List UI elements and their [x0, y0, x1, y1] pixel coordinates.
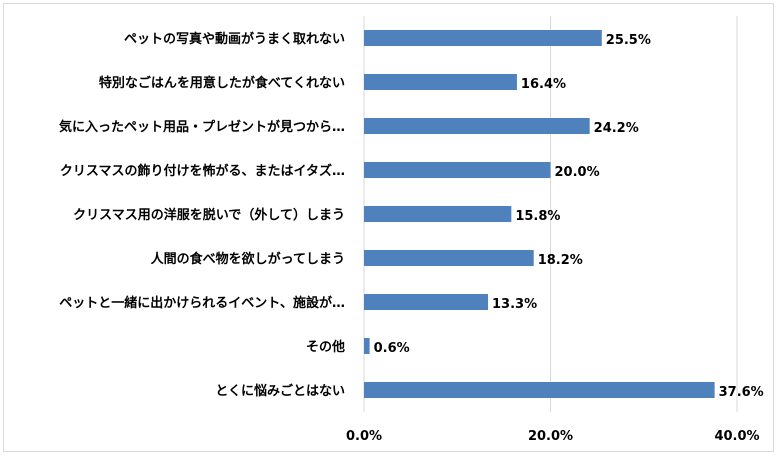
category-label: ペットと一緒に出かけられるイベント、施設が…	[59, 295, 345, 311]
bar	[364, 74, 517, 90]
x-tick-label: 20.0%	[528, 429, 573, 444]
x-axis-ticks: 0.0% 20.0% 40.0%	[346, 429, 760, 444]
value-label: 24.2%	[594, 121, 639, 136]
category-label: 人間の食べ物を欲しがってしまう	[151, 251, 345, 267]
category-label: ペットの写真や動画がうまく取れない	[124, 31, 345, 47]
category-label: 特別なごはんを用意したが食べてくれない	[99, 75, 345, 91]
x-tick-label: 0.0%	[346, 429, 382, 444]
category-label: クリスマス用の洋服を脱いで（外して）しまう	[73, 207, 345, 223]
value-label: 15.8%	[515, 209, 560, 224]
bar	[364, 382, 715, 398]
x-tick-label: 40.0%	[714, 429, 759, 444]
value-label: 0.6%	[374, 341, 410, 356]
bar	[364, 118, 590, 134]
category-labels: ペットの写真や動画がうまく取れない特別なごはんを用意したが食べてくれない気に入っ…	[59, 31, 345, 399]
bar	[364, 250, 534, 266]
value-label: 20.0%	[555, 165, 600, 180]
bar	[364, 206, 512, 222]
category-label: クリスマスの飾り付けを怖がる、またはイタズ…	[60, 163, 345, 179]
bar	[364, 338, 370, 354]
bar	[364, 30, 602, 46]
value-labels: 25.5% 16.4% 24.2% 20.0% 15.8% 18.2% 13.3% 0.6% 3…	[374, 33, 764, 400]
category-label: その他	[306, 339, 345, 355]
value-label: 13.3%	[492, 297, 537, 312]
value-label: 18.2%	[538, 253, 583, 268]
bars	[364, 30, 715, 398]
value-label: 16.4%	[521, 77, 566, 92]
value-label: 37.6%	[719, 385, 764, 400]
value-label: 25.5%	[606, 33, 651, 48]
bar	[364, 162, 551, 178]
category-label: とくに悩みごとはない	[215, 383, 345, 399]
bar	[364, 294, 489, 310]
category-label: 気に入ったペット用品・プレゼントが見つから…	[59, 119, 345, 135]
